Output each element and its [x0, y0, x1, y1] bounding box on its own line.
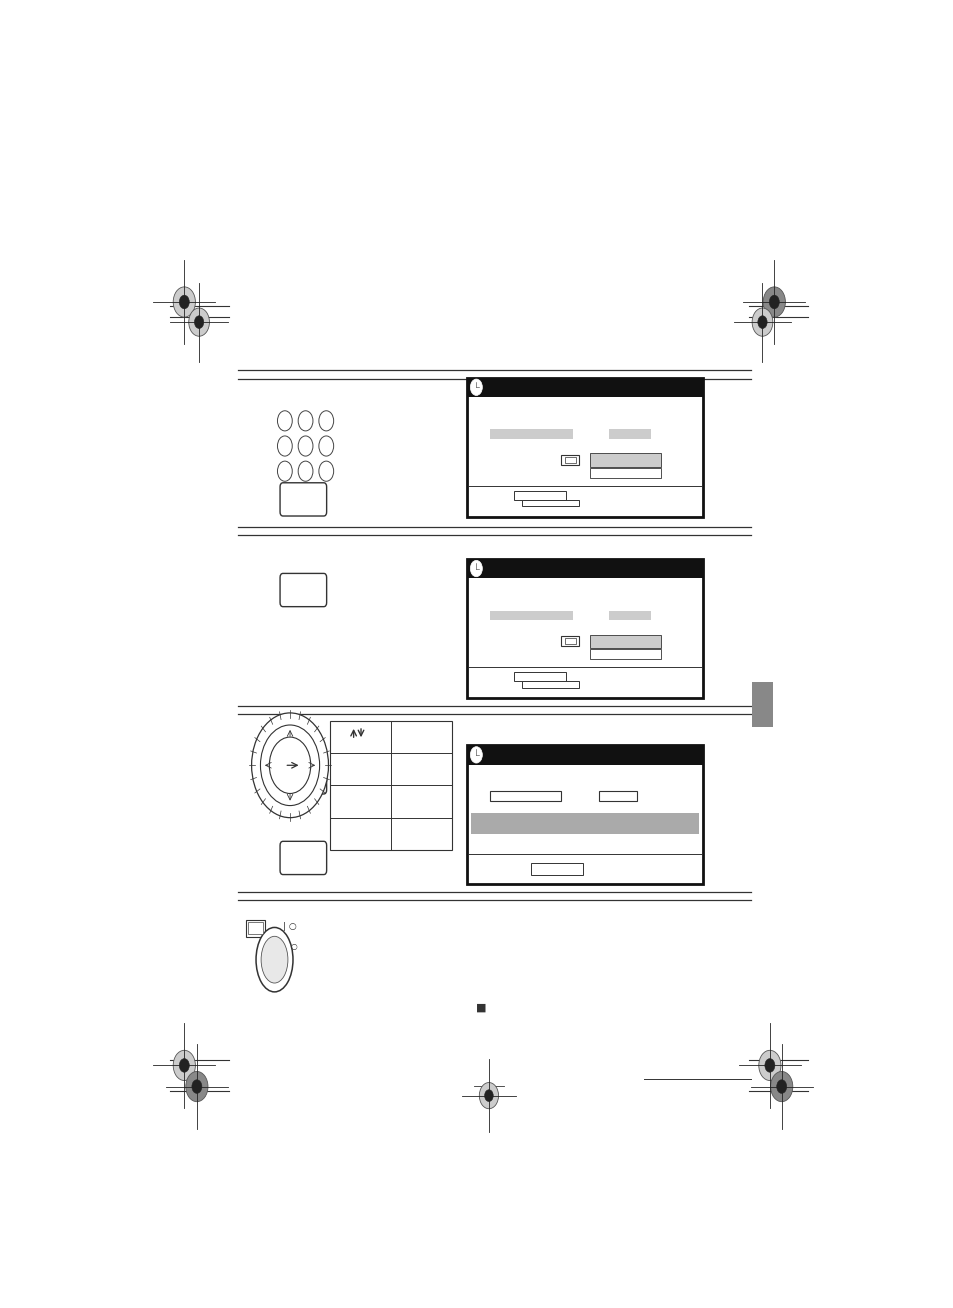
Circle shape — [758, 1050, 781, 1080]
FancyBboxPatch shape — [280, 483, 326, 517]
Circle shape — [194, 315, 204, 328]
Bar — [246, 921, 265, 937]
Circle shape — [189, 309, 210, 336]
Circle shape — [277, 411, 292, 430]
Bar — [490, 429, 573, 439]
Circle shape — [470, 747, 482, 763]
Bar — [560, 455, 578, 466]
Circle shape — [762, 286, 784, 317]
Bar — [589, 649, 660, 659]
Bar — [514, 672, 565, 681]
FancyBboxPatch shape — [280, 573, 326, 607]
Bar — [490, 611, 573, 620]
Circle shape — [757, 315, 766, 328]
Bar — [589, 454, 660, 467]
Circle shape — [318, 462, 334, 481]
Bar — [521, 681, 578, 688]
Circle shape — [252, 713, 328, 818]
Bar — [598, 791, 637, 802]
Text: ○: ○ — [291, 942, 297, 951]
Circle shape — [764, 1058, 774, 1073]
Circle shape — [277, 436, 292, 456]
Bar — [466, 559, 702, 578]
FancyBboxPatch shape — [280, 841, 326, 875]
Bar — [564, 456, 575, 463]
Circle shape — [318, 436, 334, 456]
Bar — [589, 468, 660, 477]
Bar — [466, 378, 702, 517]
Circle shape — [298, 487, 313, 506]
Bar — [751, 681, 772, 727]
Circle shape — [470, 379, 482, 395]
Circle shape — [478, 1083, 498, 1109]
Bar — [490, 791, 560, 802]
Text: | ○: | ○ — [283, 922, 296, 931]
Bar — [471, 814, 698, 835]
Text: ■: ■ — [476, 1003, 486, 1012]
Bar — [589, 634, 660, 647]
Circle shape — [192, 1080, 202, 1093]
Circle shape — [179, 296, 189, 309]
Bar — [530, 863, 582, 875]
Circle shape — [186, 1071, 208, 1101]
Circle shape — [484, 1090, 493, 1101]
Circle shape — [318, 411, 334, 430]
Ellipse shape — [255, 927, 293, 991]
Circle shape — [770, 1071, 792, 1101]
Bar — [466, 559, 702, 697]
Circle shape — [269, 738, 311, 794]
Bar — [560, 636, 578, 646]
Bar — [466, 746, 702, 765]
Circle shape — [776, 1080, 786, 1093]
Circle shape — [173, 286, 195, 317]
Bar — [608, 429, 651, 439]
Ellipse shape — [261, 937, 288, 984]
Circle shape — [298, 436, 313, 456]
Circle shape — [298, 462, 313, 481]
Circle shape — [298, 411, 313, 430]
Bar — [514, 492, 565, 500]
Circle shape — [470, 560, 482, 577]
Bar — [521, 500, 578, 506]
Bar — [564, 638, 575, 645]
Circle shape — [277, 462, 292, 481]
Circle shape — [260, 725, 319, 806]
Circle shape — [768, 296, 779, 309]
Bar — [248, 922, 263, 934]
Bar — [466, 378, 702, 398]
Circle shape — [179, 1058, 189, 1073]
Bar — [466, 746, 702, 884]
Circle shape — [173, 1050, 195, 1080]
Bar — [608, 611, 651, 620]
Bar — [330, 721, 452, 850]
FancyBboxPatch shape — [280, 761, 326, 794]
Circle shape — [751, 309, 772, 336]
